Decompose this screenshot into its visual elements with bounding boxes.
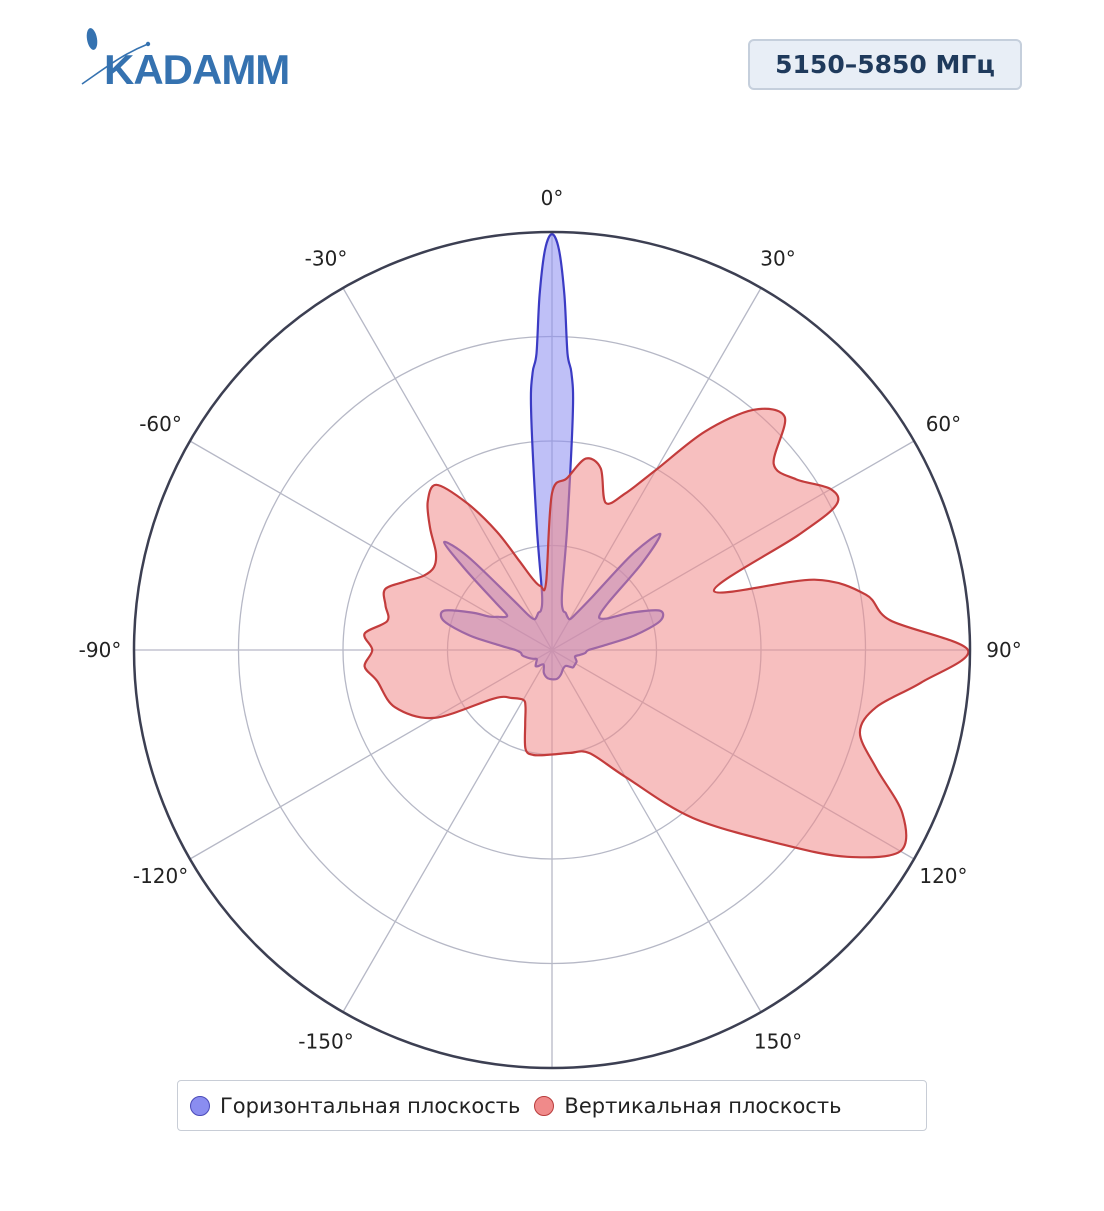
angle-tick-label: -150°: [298, 1029, 353, 1053]
legend-swatch-horizontal: [190, 1095, 210, 1116]
angular-ticks: 0° 30° 60° 90° 120° 150° -150° -120° -90° -60° -30…: [79, 186, 1022, 1053]
legend-label-vertical: Вертикальная плоскость: [564, 1093, 842, 1118]
series-1-pattern: [363, 407, 970, 859]
kadamm-logo: KADAMM: [81, 28, 288, 90]
legend-item-horizontal[interactable]: Горизонтальная плоскость: [190, 1094, 520, 1118]
outer-boundary: [132, 230, 972, 1070]
angle-tick-label: 90°: [986, 638, 1021, 662]
angle-tick-label: -90°: [79, 638, 122, 662]
angle-tick-label: -60°: [139, 412, 182, 436]
angle-tick-label: 30°: [760, 247, 795, 271]
angle-tick-label: 120°: [919, 864, 967, 888]
legend-swatch-vertical: [534, 1095, 555, 1116]
frequency-badge: 5150–5850 МГц: [748, 39, 1022, 90]
angle-tick-label: 0°: [541, 186, 564, 210]
angle-tick-label: -30°: [305, 247, 348, 271]
angle-tick-label: -120°: [133, 864, 188, 888]
legend: Горизонтальная плоскость Вертикальная пл…: [177, 1080, 927, 1131]
angle-tick-label: 60°: [926, 412, 961, 436]
angle-tick-label: 150°: [754, 1029, 802, 1053]
series-layer: [363, 233, 970, 859]
svg-text:KADAMM: KADAMM: [104, 46, 288, 90]
legend-item-vertical[interactable]: Вертикальная плоскость: [534, 1094, 841, 1118]
legend-label-horizontal: Горизонтальная плоскость: [220, 1093, 521, 1118]
